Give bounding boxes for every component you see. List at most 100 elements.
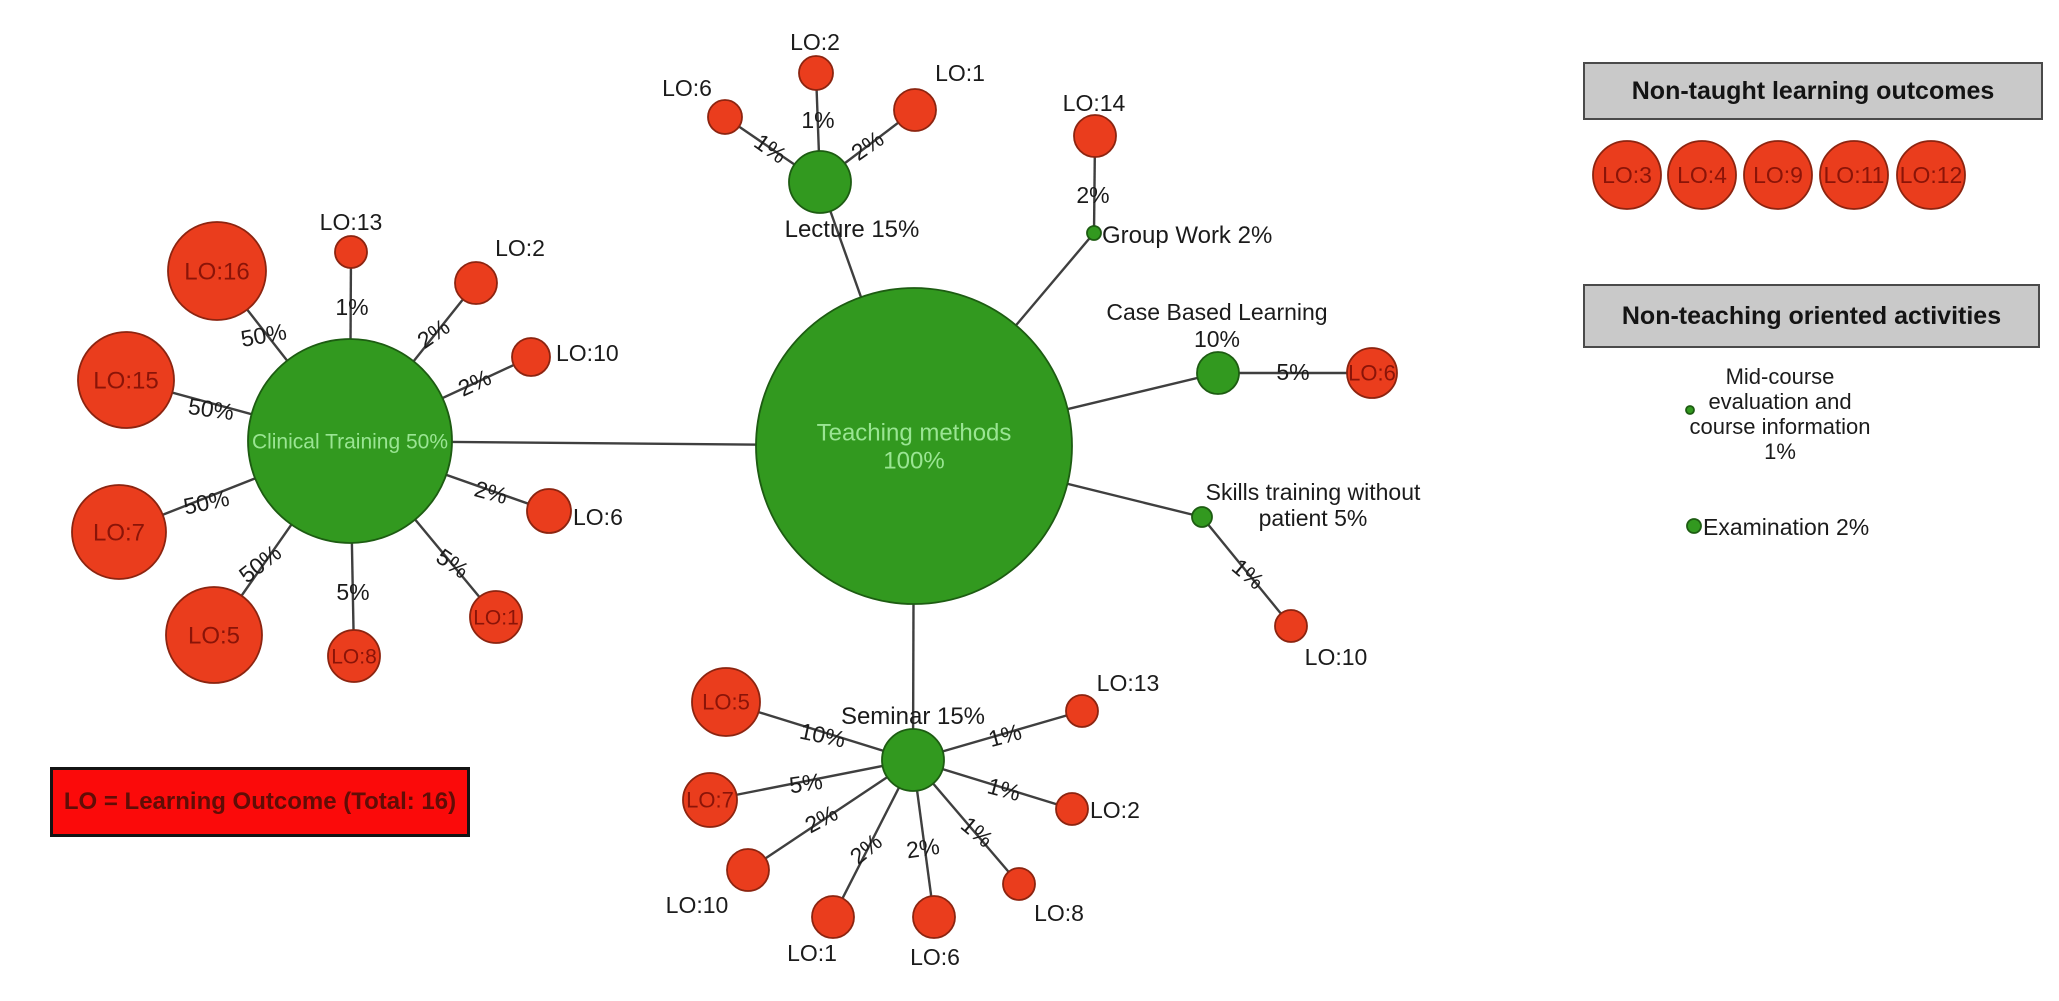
node-clinical-lo7: [71, 484, 167, 580]
node-seminar-lo5: [691, 667, 761, 737]
label-midcourse-line4: 1%: [1764, 439, 1796, 464]
edge-label-2: 1%: [335, 294, 368, 320]
edge-label-6: 2%: [472, 475, 511, 509]
node-skills-training: [1191, 506, 1213, 528]
edge-label-24: 1%: [1227, 553, 1269, 594]
label-skills-training-line2: patient 5%: [1259, 505, 1368, 531]
legend-title-non-taught: Non-taught learning outcomes: [1631, 76, 1995, 105]
legend-dot-midcourse: [1685, 405, 1695, 415]
legend-node-lo4: [1667, 140, 1737, 210]
edge-label-11: 1%: [750, 128, 792, 168]
label-clinical-lo2: LO:2: [495, 235, 545, 261]
edge-label-1: 50%: [239, 318, 289, 352]
edge-seminar-s7: [709, 758, 914, 802]
label-skills-lo10: LO:10: [1305, 644, 1368, 670]
node-clinical-lo6: [526, 488, 572, 534]
legend-node-lo12-label: LO:12: [1900, 162, 1963, 188]
node-groupwork-lo14: [1073, 114, 1117, 158]
note-text: LO = Learning Outcome (Total: 16): [63, 788, 457, 815]
node-clinical-lo5: [165, 586, 263, 684]
label-examination: Examination 2%: [1703, 514, 1869, 540]
node-seminar-lo1: [811, 895, 855, 939]
edge-skills-sk10: [1201, 516, 1292, 627]
node-skills-lo10: [1274, 609, 1308, 643]
node-lecture-lo1: [893, 88, 937, 132]
label-clinical-lo13: LO:13: [320, 209, 383, 235]
edge-label-21: 1%: [986, 718, 1025, 752]
node-lecture: [788, 150, 852, 214]
node-clinical-lo5-label: LO:5: [188, 622, 240, 649]
label-group-work: Group Work 2%: [1102, 222, 1272, 249]
legend-node-lo4-label: LO:4: [1677, 162, 1727, 188]
node-seminar-lo10: [726, 848, 770, 892]
edge-label-4: 50%: [187, 393, 236, 425]
node-seminar-lo7-label: LO:7: [686, 788, 734, 813]
legend-node-lo3-label: LO:3: [1602, 162, 1652, 188]
label-groupwork-lo14: LO:14: [1063, 90, 1126, 116]
node-teaching-methods: [755, 287, 1073, 605]
edge-label-20: 1%: [985, 772, 1024, 806]
node-clinical-lo1: [469, 590, 523, 644]
node-clinical-lo8: [327, 629, 381, 683]
node-seminar: [881, 728, 945, 792]
edge-label-16: 2%: [800, 800, 842, 839]
node-clinical-training-label: Clinical Training 50%: [252, 430, 448, 453]
label-midcourse-line1: Mid-course: [1726, 364, 1835, 389]
edge-label-13: 2%: [846, 125, 888, 165]
node-clinical-lo1-label: LO:1: [473, 606, 519, 629]
label-seminar-lo8: LO:8: [1034, 900, 1084, 926]
node-group-work: [1086, 225, 1102, 241]
note-box-lo-definition: LO = Learning Outcome (Total: 16): [50, 767, 470, 837]
node-seminar-lo5-label: LO:5: [702, 690, 750, 715]
edge-label-17: 2%: [845, 828, 887, 869]
edge-label-12: 1%: [801, 107, 834, 133]
edge-seminar-s10: [747, 759, 914, 871]
legend-node-lo11-label: LO:11: [1824, 162, 1885, 188]
node-seminar-lo8: [1002, 867, 1036, 901]
label-seminar-lo10: LO:10: [666, 892, 729, 918]
edge-label-5: 2%: [454, 364, 495, 402]
node-lecture-lo6: [707, 99, 743, 135]
label-lecture-lo1: LO:1: [935, 60, 985, 86]
label-case-based-learning-line2: 10%: [1194, 326, 1240, 352]
node-lecture-lo2: [798, 55, 834, 91]
legend-node-lo12: [1896, 140, 1966, 210]
node-case-based-learning: [1196, 351, 1240, 395]
node-seminar-lo6: [912, 895, 956, 939]
label-midcourse-line3: course information: [1690, 414, 1871, 439]
legend-node-lo3: [1592, 140, 1662, 210]
label-lecture-lo2: LO:2: [790, 29, 840, 55]
label-seminar: Seminar 15%: [841, 703, 985, 730]
label-lecture-lo6: LO:6: [662, 75, 712, 101]
node-teaching-methods-label: 100%: [883, 447, 944, 474]
label-lecture: Lecture 15%: [785, 216, 920, 243]
edge-label-15: 5%: [788, 768, 825, 798]
node-case-lo6: [1346, 347, 1398, 399]
node-clinical-lo16-label: LO:16: [184, 258, 249, 285]
edge-label-18: 2%: [905, 833, 942, 863]
label-case-based-learning-line1: Case Based Learning: [1106, 299, 1327, 325]
node-clinical-lo15: [77, 331, 175, 429]
node-seminar-lo7: [682, 772, 738, 828]
node-clinical-training: [247, 338, 453, 544]
legend-box-non-taught: Non-taught learning outcomes: [1583, 62, 2043, 120]
legend-node-lo9-label: LO:9: [1753, 162, 1803, 188]
edge-label-7: 50%: [181, 485, 231, 520]
label-clinical-lo6: LO:6: [573, 504, 623, 530]
node-clinical-lo2: [454, 261, 498, 305]
legend-box-non-teaching: Non-teaching oriented activities: [1583, 284, 2040, 348]
label-seminar-lo2: LO:2: [1090, 797, 1140, 823]
node-seminar-lo13: [1065, 694, 1099, 728]
node-teaching-methods-label: Teaching methods: [817, 419, 1012, 446]
legend-node-lo9: [1743, 140, 1813, 210]
label-skills-training-line1: Skills training without: [1206, 479, 1421, 505]
node-seminar-lo2: [1055, 792, 1089, 826]
node-clinical-lo15-label: LO:15: [93, 367, 158, 394]
label-seminar-lo6: LO:6: [910, 944, 960, 970]
edge-label-23: 5%: [1276, 359, 1309, 385]
edge-label-22: 2%: [1076, 182, 1109, 208]
label-seminar-lo13: LO:13: [1097, 670, 1160, 696]
edge-label-8: 5%: [432, 543, 474, 583]
